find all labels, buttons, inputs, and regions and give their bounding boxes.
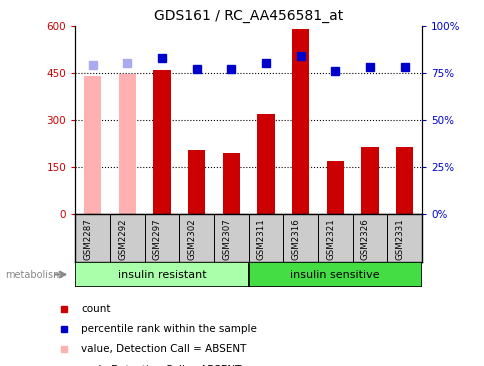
Text: GSM2331: GSM2331 — [395, 218, 404, 259]
Text: GSM2321: GSM2321 — [326, 218, 334, 259]
Text: GSM2326: GSM2326 — [360, 218, 369, 259]
Bar — [248, 262, 421, 287]
Bar — [187, 150, 205, 214]
Text: GSM2297: GSM2297 — [152, 218, 162, 259]
Text: metabolism: metabolism — [5, 269, 62, 280]
Bar — [222, 153, 240, 214]
Bar — [361, 146, 378, 214]
Text: GSM2307: GSM2307 — [222, 218, 231, 259]
Bar — [75, 262, 248, 287]
Text: percentile rank within the sample: percentile rank within the sample — [81, 324, 257, 334]
Bar — [153, 70, 170, 214]
Text: insulin resistant: insulin resistant — [117, 269, 206, 280]
Text: value, Detection Call = ABSENT: value, Detection Call = ABSENT — [81, 344, 246, 354]
Text: GSM2311: GSM2311 — [257, 218, 265, 259]
Text: rank, Detection Call = ABSENT: rank, Detection Call = ABSENT — [81, 365, 242, 366]
Text: GSM2316: GSM2316 — [291, 218, 300, 259]
Bar — [291, 29, 309, 214]
Bar — [326, 161, 343, 214]
Text: count: count — [81, 304, 111, 314]
Text: GSM2292: GSM2292 — [118, 218, 127, 259]
Bar — [257, 113, 274, 214]
Title: GDS161 / RC_AA456581_at: GDS161 / RC_AA456581_at — [153, 9, 343, 23]
Bar — [84, 76, 101, 214]
Bar — [118, 74, 136, 214]
Text: GSM2302: GSM2302 — [187, 218, 196, 259]
Bar — [395, 146, 412, 214]
Text: GSM2287: GSM2287 — [83, 218, 92, 259]
Text: insulin sensitive: insulin sensitive — [290, 269, 379, 280]
